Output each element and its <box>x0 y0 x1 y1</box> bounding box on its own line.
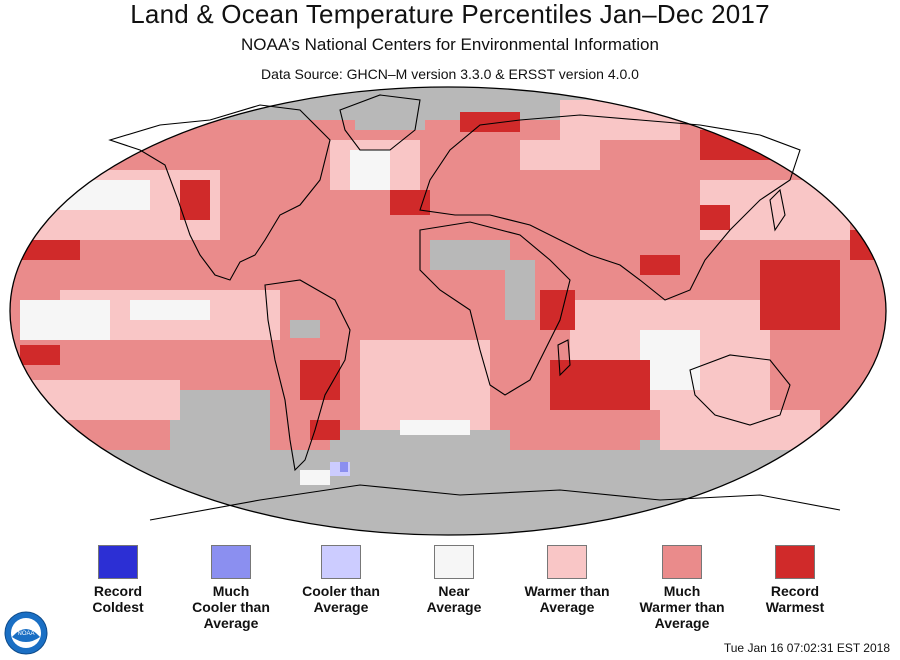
arctic-no-data <box>10 87 886 120</box>
record-east-pacific <box>20 240 80 260</box>
north-america-outline <box>108 104 331 281</box>
near-avg-south-atlantic <box>400 420 470 435</box>
africa-outline <box>419 221 571 396</box>
map-title: Land & Ocean Temperature Percentiles Jan… <box>130 0 770 29</box>
africa-no-data-2 <box>505 260 535 320</box>
africa-no-data <box>430 240 510 270</box>
legend-label-record-warmest: Record Warmest <box>765 583 825 615</box>
legend-label-much-warmer: Much Warmer than Average <box>639 583 725 631</box>
legend-near-average: Near Average <box>399 545 509 615</box>
legend-label-record-coldest: Record Coldest <box>92 583 144 615</box>
legend-label-warmer: Warmer than Average <box>524 583 610 615</box>
warmer-south-indian <box>660 410 820 450</box>
south-america-outline <box>264 279 351 472</box>
globe-border <box>9 86 887 536</box>
record-china <box>700 205 730 230</box>
record-east-asia <box>700 130 780 160</box>
near-avg-north-atlantic <box>350 150 390 190</box>
australia-outline <box>689 354 791 426</box>
temperature-grid <box>10 87 886 535</box>
record-western-us <box>180 180 210 220</box>
record-arabia <box>640 255 680 275</box>
legend-record-warmest: Record Warmest <box>740 545 850 615</box>
record-scandinavia <box>460 112 520 132</box>
madagascar-outline <box>557 339 571 377</box>
legend-swatch-record-coldest <box>98 545 138 579</box>
legend-swatch-cooler <box>321 545 361 579</box>
legend-swatch-much-warmer <box>662 545 702 579</box>
legend-label-near-average: Near Average <box>426 583 482 615</box>
japan-outline <box>769 188 786 232</box>
near-avg-east-pacific <box>20 300 110 340</box>
antarctic-no-data <box>10 450 886 535</box>
legend-warmer: Warmer than Average <box>512 545 622 615</box>
record-south-indian <box>550 360 650 410</box>
legend-record-coldest: Record Coldest <box>63 545 173 615</box>
legend-swatch-near-average <box>434 545 474 579</box>
legend-swatch-record-warmest <box>775 545 815 579</box>
europe-asia-outline <box>419 114 801 301</box>
warmer-south-atlantic <box>360 340 490 430</box>
legend-swatch-warmer <box>547 545 587 579</box>
timestamp: Tue Jan 16 07:02:31 EST 2018 <box>723 641 890 655</box>
near-avg-patagonia <box>300 470 330 485</box>
map-subtitle: NOAA’s National Centers for Environmenta… <box>241 35 659 54</box>
legend-label-much-cooler: Much Cooler than Average <box>192 583 270 631</box>
legend-label-cooler: Cooler than Average <box>302 583 380 615</box>
greenland-outline <box>339 94 421 151</box>
warmer-russia <box>520 140 600 170</box>
record-east-africa <box>540 290 575 330</box>
noaa-logo-text: NOAA <box>17 631 34 637</box>
legend-much-cooler: Much Cooler than Average <box>176 545 286 631</box>
record-pacific-small <box>20 345 60 365</box>
legend-much-warmer: Much Warmer than Average <box>627 545 737 631</box>
data-source: Data Source: GHCN–M version 3.3.0 & ERSS… <box>261 66 639 82</box>
warmer-arctic-russia <box>560 100 680 140</box>
amazon-no-data <box>290 320 320 338</box>
legend-swatch-much-cooler <box>211 545 251 579</box>
south-pacific-no-data <box>170 390 270 460</box>
warmer-south-pacific <box>20 380 180 420</box>
antarctica-outline <box>149 484 841 521</box>
continent-outlines <box>108 94 841 521</box>
noaa-logo-icon: NOAA <box>4 611 48 655</box>
record-west-pacific <box>760 260 840 330</box>
much-cooler-drake-passage <box>340 462 348 472</box>
legend-cooler: Cooler than Average <box>286 545 396 615</box>
world-map <box>9 86 887 536</box>
record-argentina <box>310 420 340 440</box>
record-central-pacific <box>850 230 886 260</box>
record-north-atlantic <box>390 190 430 215</box>
near-avg-equatorial-pacific <box>130 300 210 320</box>
